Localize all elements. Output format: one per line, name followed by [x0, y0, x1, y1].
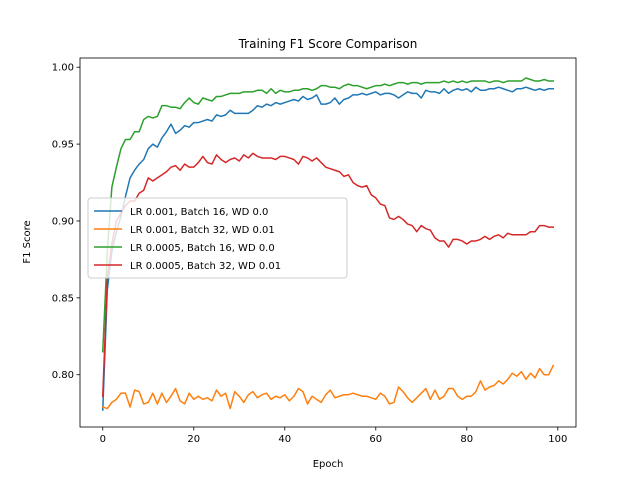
x-tick-label: 40 [278, 434, 291, 445]
x-tick-label: 80 [460, 434, 473, 445]
x-tick-label: 20 [187, 434, 200, 445]
legend-label-4: LR 0.0005, Batch 32, WD 0.01 [130, 261, 281, 272]
y-tick-label: 1.00 [52, 63, 74, 74]
legend-box [87, 197, 348, 279]
x-tick-label: 0 [100, 434, 106, 445]
series-line-2 [101, 364, 555, 410]
legend-label-1: LR 0.001, Batch 16, WD 0.0 [130, 207, 268, 218]
y-tick-label: 0.85 [52, 293, 74, 304]
legend-label-2: LR 0.001, Batch 32, WD 0.01 [130, 225, 275, 236]
series-line-3 [101, 77, 554, 353]
x-tick-label: 60 [369, 434, 382, 445]
x-tick-label: 100 [548, 434, 567, 445]
x-axis-title: Epoch [313, 459, 344, 470]
legend: LR 0.001, Batch 16, WD 0.0 LR 0.001, Batc… [87, 197, 348, 279]
legend-label-3: LR 0.0005, Batch 16, WD 0.0 [130, 243, 275, 254]
series-line-4 [101, 152, 554, 398]
y-tick-label: 0.80 [52, 370, 74, 381]
plot-area: 0 20 40 60 80 100 0.80 0.85 0.90 0.95 1.00 [52, 57, 577, 445]
series-line-1 [101, 86, 554, 411]
chart-title: Training F1 Score Comparison [238, 37, 418, 51]
y-axis-title: F1 Score [22, 220, 33, 263]
axes-frame [79, 57, 577, 428]
y-tick-label: 0.95 [52, 140, 74, 151]
y-tick-label: 0.90 [52, 216, 74, 227]
